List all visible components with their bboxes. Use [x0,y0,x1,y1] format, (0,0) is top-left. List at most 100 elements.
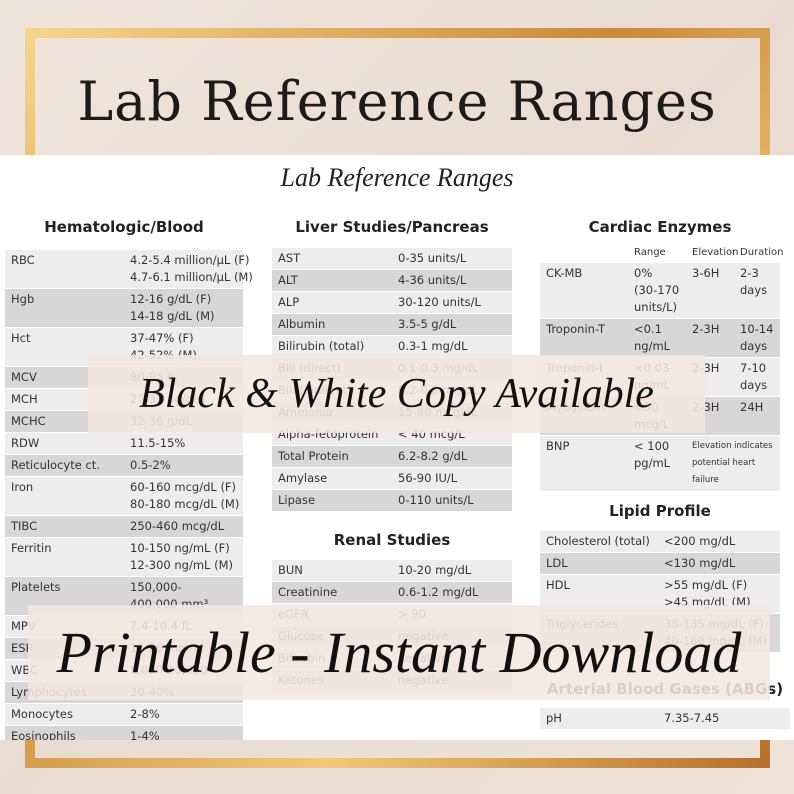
column-header: Duration [740,247,784,258]
table-cell: <200 mg/dL [664,534,736,548]
table-cell: AST [278,251,301,265]
table-row: Lipase 0-110 units/L [272,490,512,511]
table-row: Eosinophils 1-4% [5,726,243,740]
table-cell: CK-MB [546,266,583,280]
table-cell: 10-150 ng/mL (F) 12-300 ng/mL (M) [130,540,233,574]
table-cell: ALT [278,273,298,287]
table-row: BNP < 100 pg/mL Elevation indicates potentia… [540,436,780,491]
table-cell: 7.35-7.45 [664,711,720,725]
table-row: Albumin 3.5-5 g/dL [272,314,512,335]
section-title: Renal Studies [333,531,451,549]
cell-line: pg/mL [634,456,671,470]
table-cell: Cholesterol (total) [546,534,650,548]
table-cell: 24H [740,400,764,414]
column-header: Range [634,247,666,258]
table-row: Amylase 56-90 IU/L [272,468,512,489]
table-cell: MCHC [11,414,46,428]
table-cell: <130 mg/dL [664,556,736,570]
cell-line: 150,000- [130,580,182,594]
table-cell: < 100 pg/mL [634,438,670,472]
table-cell: BNP [546,439,570,453]
cell-line: days [740,339,768,353]
table-cell: RBC [11,253,35,267]
table-row: CK-MB 0% (30-170 units/L) 3-6H 2-3 days [540,263,780,318]
table-cell: 7-10 days [740,360,767,394]
table-cell: ESR [11,641,34,655]
table-cell: 1-4% [130,729,160,740]
table-row: LDL <130 mg/dL [540,553,780,574]
table-cell: Eosinophils [11,729,76,740]
table-cell: 0-110 units/L [398,493,474,507]
table-cell: Troponin-T [546,322,606,336]
cell-line: days [740,283,768,297]
table-cell: 10-14 days [740,321,773,355]
table-cell: Albumin [278,317,326,331]
table-row: Reticulocyte ct. 0.5-2% [5,455,243,476]
title: Lab Reference Ranges [77,70,717,133]
section-title: Lipid Profile [609,502,711,520]
table-cell: RDW [11,436,40,450]
table-cell: 3.5-5 g/dL [398,317,457,331]
table-row: ALT 4-36 units/L [272,270,512,291]
table-cell: Lipase [278,493,316,507]
cell-line: (30-170 [634,283,680,297]
table-row: TIBC 250-460 mcg/dL [5,516,243,537]
table-row: Monocytes 2-8% [5,704,243,725]
cell-line: 10-14 [740,322,774,336]
table-cell: Bilirubin (total) [278,339,365,353]
cell-line: days [740,378,768,392]
section-title: Hematologic/Blood [44,218,204,236]
table-row: Ferritin 10-150 ng/mL (F) 12-300 ng/mL (M) [5,538,243,576]
table-cell: 0.3-1 mg/dL [398,339,468,353]
cell-line: 10-150 ng/mL (F) [130,541,230,555]
table-row: Bilirubin (total) 0.3-1 mg/dL [272,336,512,357]
cell-line: 4.7-6.1 million/µL (M) [130,270,253,284]
table-cell: Reticulocyte ct. [11,458,100,472]
table-cell: MCV [11,370,37,384]
table-cell: Platelets [11,580,61,594]
table-cell: 0.5-2% [130,458,171,472]
table-cell: 6.2-8.2 g/dL [398,449,468,463]
table-cell: Ferritin [11,541,52,555]
table-cell: Monocytes [11,707,73,721]
table-cell: 12-16 g/dL (F) 14-18 g/dL (M) [130,291,215,325]
table-cell: HDL [546,578,570,592]
table-cell: 56-90 IU/L [398,471,458,485]
banner: Black & White Copy Available [88,355,705,433]
table-row: AST 0-35 units/L [272,248,512,269]
table-row: Hgb 12-16 g/dL (F) 14-18 g/dL (M) [5,289,243,327]
table-row: Total Protein 6.2-8.2 g/dL [272,446,512,467]
table-cell: 250-460 mcg/dL [130,519,225,533]
table-cell: 4-36 units/L [398,273,467,287]
section-title: Liver Studies/Pancreas [295,218,489,236]
table-row: pH 7.35-7.45 [540,708,790,729]
table-cell: BUN [278,563,303,577]
table-cell: Iron [11,480,34,494]
cell-line: 7-10 [740,361,767,375]
table-cell: <0.1 ng/mL [634,321,670,355]
table-cell: TIBC [11,519,38,533]
table-cell: Hct [11,331,31,345]
cell-line: < 100 [634,439,670,453]
cell-line: ng/mL [634,339,671,353]
table-cell: 11.5-15% [130,436,186,450]
table-cell: 30-120 units/L [398,295,481,309]
cell-line: units/L) [634,300,678,314]
table-row: Cholesterol (total) <200 mg/dL [540,531,780,552]
cell-line: <0.1 [634,322,662,336]
table-row: RDW 11.5-15% [5,433,243,454]
table-cell: 2-3H [692,322,720,336]
table-cell: LDL [546,556,568,570]
cell-line: Elevation indicates [692,441,773,451]
table-cell: Elevation indicates potential heart failur… [692,438,773,489]
cell-line: potential heart [692,458,756,468]
table-row: Creatinine 0.6-1.2 mg/dL [272,582,512,603]
table-row: Troponin-T <0.1 ng/mL 2-3H 10-14 days [540,319,780,357]
cell-line: 12-300 ng/mL (M) [130,558,234,572]
cell-line: 4.2-5.4 million/µL (F) [130,253,250,267]
cell-line: failure [692,475,719,485]
table-cell: Total Protein [278,449,349,463]
cell-line: 60-160 mcg/dL (F) [130,480,237,494]
banner: Printable - Instant Download [28,605,770,700]
